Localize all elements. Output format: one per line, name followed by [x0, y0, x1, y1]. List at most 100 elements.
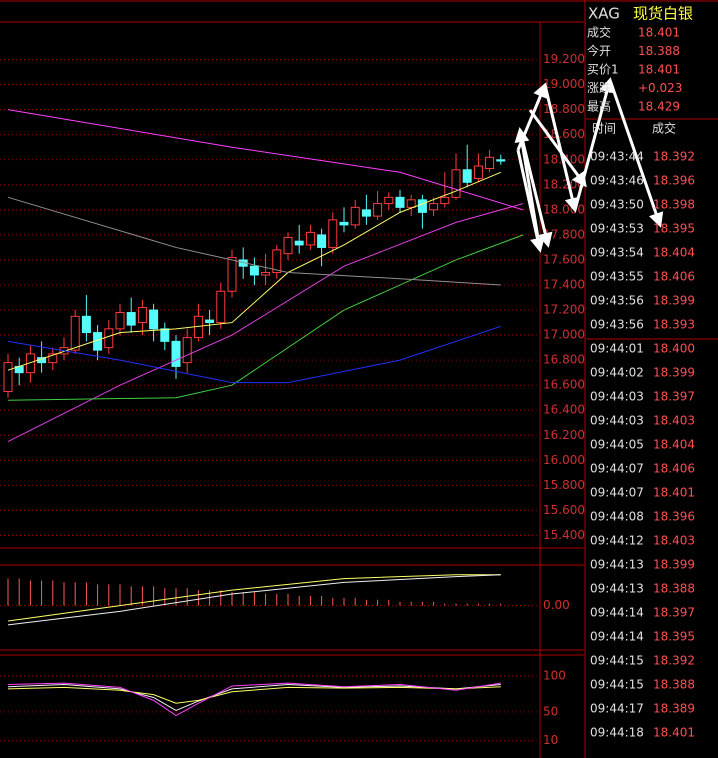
trade-time: 09:44:13: [590, 582, 644, 596]
candle-body: [451, 169, 461, 198]
trade-time: 09:44:01: [590, 342, 644, 356]
y-tick-label: 15.400: [543, 528, 585, 542]
candle-body: [283, 236, 293, 255]
trade-price: 18.393: [653, 318, 695, 332]
quote-value: 18.429: [638, 100, 680, 114]
trade-time: 09:44:12: [590, 534, 644, 548]
trade-price: 18.389: [653, 702, 695, 716]
trade-price: 18.392: [653, 150, 695, 164]
trade-price: 18.397: [653, 606, 695, 620]
trade-time: 09:44:18: [590, 726, 644, 740]
trade-time: 09:43:50: [590, 198, 644, 212]
candle-body: [81, 315, 91, 334]
y-tick-label: 17.800: [543, 227, 585, 241]
y-tick-label: 10: [543, 733, 558, 747]
candle-body: [216, 290, 226, 324]
quote-label: 涨跌: [587, 80, 611, 95]
candle-body: [160, 328, 170, 342]
kdj-chart: [0, 675, 540, 742]
quote-label: 成交: [587, 25, 611, 40]
trade-time: 09:44:13: [590, 558, 644, 572]
candle-body: [137, 307, 147, 324]
y-tick-label: 18.600: [543, 127, 585, 141]
trade-time: 09:43:56: [590, 318, 644, 332]
candle-body: [25, 353, 35, 374]
y-tick-label: 0.00: [543, 598, 570, 612]
trade-time: 09:43:55: [590, 270, 644, 284]
candle-body: [496, 159, 506, 162]
trade-price: 18.400: [653, 342, 695, 356]
candle-body: [48, 353, 58, 364]
candle-body: [406, 199, 416, 208]
quote-label: 今开: [587, 43, 611, 58]
y-tick-label: 15.600: [543, 503, 585, 517]
trade-price: 18.399: [653, 294, 695, 308]
y-tick-label: 17.000: [543, 328, 585, 342]
indicator-line: [7, 203, 524, 442]
candle-body: [305, 231, 315, 246]
candle-body: [361, 209, 371, 217]
y-tick-label: 18.800: [543, 102, 585, 116]
trade-time: 09:43:53: [590, 222, 644, 236]
quote-value: +0.023: [638, 81, 682, 95]
candle-body: [261, 271, 271, 276]
quote-value: 18.388: [638, 44, 680, 58]
trade-time: 09:44:08: [590, 510, 644, 524]
candle-body: [227, 256, 237, 292]
trade-time: 09:44:14: [590, 606, 644, 620]
symbol-name: 现货白银: [633, 5, 693, 23]
header-price: 成交: [652, 121, 676, 136]
trade-time: 09:43:54: [590, 246, 644, 260]
trade-price: 18.401: [653, 486, 695, 500]
trade-time: 09:44:14: [590, 630, 644, 644]
candle-body: [126, 312, 136, 326]
quote-value: 18.401: [638, 63, 680, 77]
candle-body: [473, 165, 483, 180]
indicator-line: [7, 686, 501, 704]
y-tick-label: 18.000: [543, 202, 585, 216]
indicator-line: [7, 325, 501, 384]
trade-price: 18.388: [653, 582, 695, 596]
quote-value: 18.401: [638, 26, 680, 40]
trade-price: 18.388: [653, 678, 695, 692]
trade-price: 18.399: [653, 366, 695, 380]
candle-body: [350, 206, 360, 226]
axis-labels: 19.20019.00018.80018.60018.40018.20018.0…: [543, 52, 585, 747]
trade-time: 09:44:02: [590, 366, 644, 380]
y-tick-label: 50: [543, 704, 558, 718]
candle-body: [373, 203, 383, 217]
trade-price: 18.403: [653, 414, 695, 428]
candle-body: [462, 169, 472, 183]
indicator-line: [7, 234, 524, 401]
y-tick-label: 19.000: [543, 77, 585, 91]
macd-chart: [0, 574, 540, 626]
header-time: 时间: [592, 122, 616, 136]
trade-time: 09:44:15: [590, 678, 644, 692]
candle-body: [429, 203, 439, 211]
candle-body: [339, 221, 349, 226]
trade-time: 09:43:44: [590, 150, 644, 164]
main-chart: [0, 59, 540, 536]
quote-panel: 成交 18.401 今开 18.388 买价1 18.401 涨跌 +0.023 最高 18.42…: [587, 25, 695, 740]
trade-price: 18.401: [653, 726, 695, 740]
y-tick-label: 18.200: [543, 177, 585, 191]
candle-body: [115, 312, 125, 330]
trade-time: 09:44:17: [590, 702, 644, 716]
trade-price: 18.395: [653, 222, 695, 236]
y-tick-label: 15.800: [543, 478, 585, 492]
y-tick-label: 17.200: [543, 303, 585, 317]
candle-body: [272, 249, 282, 273]
trade-price: 18.406: [653, 462, 695, 476]
indicator-line: [7, 109, 524, 211]
y-tick-label: 17.600: [543, 252, 585, 266]
trade-time: 09:44:15: [590, 654, 644, 668]
symbol: XAG: [588, 5, 620, 23]
y-tick-label: 16.400: [543, 403, 585, 417]
trade-time: 09:43:46: [590, 174, 644, 188]
y-tick-label: 16.200: [543, 428, 585, 442]
trade-price: 18.392: [653, 654, 695, 668]
candle-body: [384, 196, 394, 205]
trade-time: 09:44:07: [590, 486, 644, 500]
